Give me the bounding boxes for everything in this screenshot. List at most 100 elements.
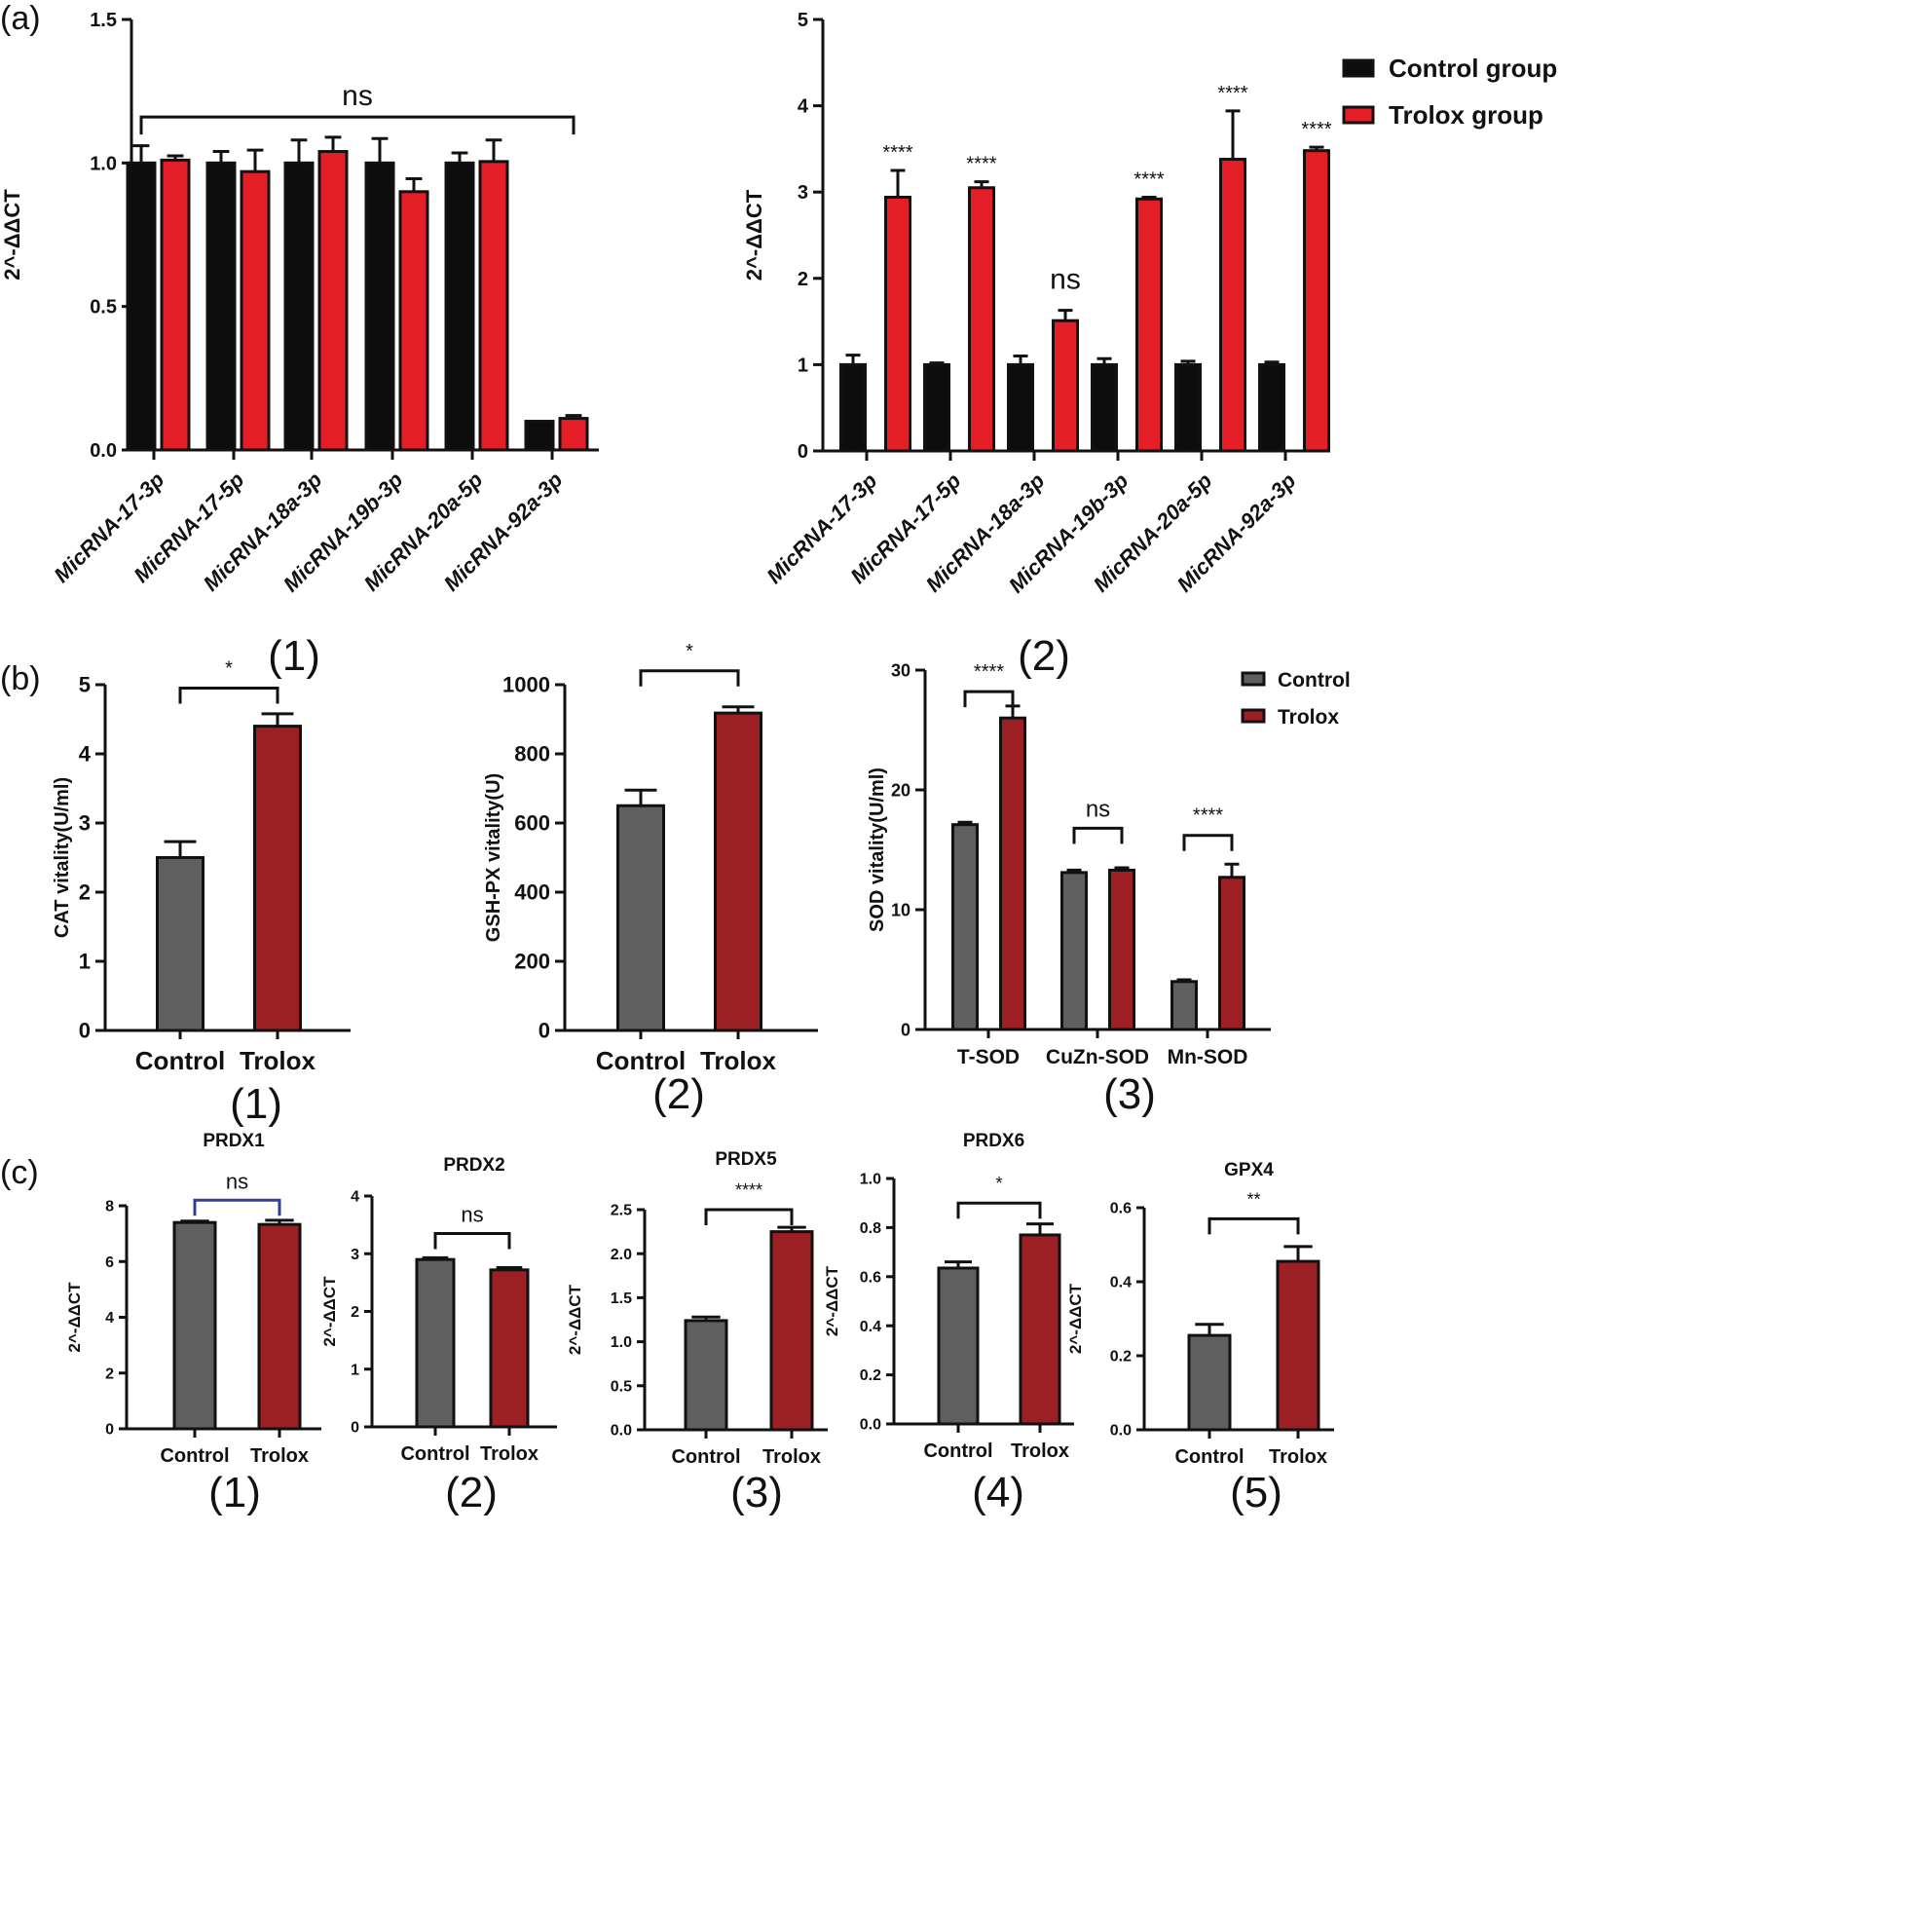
chart-c1-bar-trolox <box>257 1222 302 1431</box>
chart-b2-x-label: Control <box>596 1046 686 1075</box>
chart-c1-x-label: Trolox <box>250 1445 309 1467</box>
legend-a-swatch-trolox <box>1342 105 1375 125</box>
chart-b3-x-label: CuZn-SOD <box>1046 1046 1149 1068</box>
chart-b3-y-tick-label: 0 <box>901 1020 910 1039</box>
chart-c2-y-tick-label: 4 <box>351 1189 359 1206</box>
legend-b-label-control: Control <box>1278 669 1351 692</box>
caption-c5: (5) <box>1230 1469 1282 1516</box>
chart-c2-y-tick-label: 0 <box>351 1420 359 1437</box>
chart-c4-error-bar <box>945 1260 972 1268</box>
chart-b3-x-label: Mn-SOD <box>1168 1046 1248 1068</box>
chart-c1-y-tick-label: 6 <box>105 1254 114 1271</box>
chart-b1-significance-bracket <box>178 687 279 704</box>
chart-c1-error-bar <box>265 1218 294 1225</box>
chart-c3-y-tick-label: 1.0 <box>611 1334 632 1351</box>
chart-c3-y-tick-label: 1.5 <box>611 1291 632 1307</box>
chart-c5-bar-control <box>1187 1333 1232 1432</box>
chart-a2-error-bar <box>1225 109 1241 160</box>
chart-c1-y-tick-label: 4 <box>105 1310 114 1327</box>
chart-a1-bar-control <box>364 161 395 452</box>
chart-c2-title: PRDX2 <box>443 1155 504 1176</box>
chart-c2-error-bar <box>496 1265 523 1270</box>
chart-a1-bar-control <box>444 161 475 452</box>
chart-a1-y-tick-label: 1.0 <box>90 153 117 174</box>
chart-b2-y-tick-label: 600 <box>514 811 550 836</box>
chart-c4-bar-trolox <box>1019 1233 1061 1426</box>
chart-b1-error-bar <box>261 712 294 727</box>
chart-a2-error-bar <box>845 354 861 365</box>
chart-a2-significance: **** <box>1301 119 1331 140</box>
chart-b3-y-tick-label: 30 <box>891 660 910 680</box>
chart-b1-y-tick-label: 3 <box>79 811 91 836</box>
caption-b2: (2) <box>652 1070 705 1118</box>
chart-c1-y-axis-title: 2^-ΔΔCT <box>65 1282 84 1353</box>
legend-b-label-trolox: Trolox <box>1278 706 1339 729</box>
chart-a1-error-bar <box>246 148 264 172</box>
chart-c5-significance-label: ** <box>1246 1189 1260 1209</box>
chart-c3-error-bar <box>777 1225 806 1232</box>
chart-c2-bar-control <box>415 1257 456 1429</box>
chart-b1-y-axis-title: CAT vitality(U/ml) <box>52 777 73 938</box>
chart-a2-bar-trolox <box>1303 149 1330 453</box>
chart-b3-bar-control <box>951 823 979 1031</box>
legend-b-swatch-control <box>1241 671 1266 687</box>
chart-a2-y-axis-title: 2^-ΔΔCT <box>742 189 766 281</box>
chart-a1-error-bar <box>565 414 582 419</box>
chart-c4-y-tick-label: 0.4 <box>860 1319 881 1335</box>
chart-a1-error-bar <box>212 150 230 164</box>
chart-b3-significance-bracket <box>1072 826 1124 844</box>
legend-a-label-control: Control group <box>1389 54 1557 83</box>
chart-b3-error-bar <box>1066 868 1082 873</box>
chart-c2-x-label: Control <box>400 1443 469 1465</box>
chart-c5-bar-trolox <box>1276 1259 1320 1432</box>
chart-a1-y-axis-title: 2^-ΔΔCT <box>0 189 24 281</box>
panel-label-c: (c) <box>0 1154 39 1191</box>
chart-a2-error-bar <box>1013 355 1028 365</box>
chart-c5-y-tick-label: 0.0 <box>1110 1423 1132 1440</box>
chart-c1-title: PRDX1 <box>203 1131 265 1151</box>
chart-b3-bar-control <box>1060 871 1088 1031</box>
chart-c2-error-bar <box>422 1255 449 1260</box>
chart-a2-bar-trolox <box>1052 318 1079 453</box>
chart-c4-y-tick-label: 0.6 <box>860 1269 881 1286</box>
chart-a1-y-tick-label: 0.5 <box>90 297 117 318</box>
chart-b2-significance-bracket <box>639 669 740 687</box>
chart-a2-y-tick-label: 3 <box>798 182 808 204</box>
chart-a1-error-bar <box>132 144 150 164</box>
caption-c1: (1) <box>208 1469 261 1516</box>
chart-a1-y-tick-label: 0.0 <box>90 440 117 462</box>
chart-c3-title: PRDX5 <box>715 1149 777 1170</box>
chart-c4-significance-bracket <box>956 1201 1042 1219</box>
chart-a2-y-tick-label: 5 <box>798 10 808 31</box>
chart-b3-error-bar <box>1224 862 1240 878</box>
chart-b1-y-tick-label: 2 <box>79 880 91 905</box>
chart-a1-error-bar <box>290 138 308 164</box>
chart-a1-error-bar <box>485 138 502 162</box>
chart-b2-x-label: Trolox <box>700 1046 777 1075</box>
chart-a2-bar-trolox <box>884 196 911 453</box>
chart-a2-bar-trolox <box>968 186 995 453</box>
chart-c3-x-label: Trolox <box>762 1446 821 1468</box>
chart-b3-x-label: T-SOD <box>957 1046 1020 1068</box>
chart-a2-bar-control <box>1091 362 1118 453</box>
chart-a1-bar-trolox <box>398 190 429 452</box>
chart-b3-significance-bracket <box>963 690 1015 708</box>
chart-b3-bar-trolox <box>1108 868 1135 1031</box>
chart-a1-bar-trolox <box>478 160 509 452</box>
chart-a2-significance: **** <box>1133 169 1164 191</box>
chart-a2-significance: **** <box>966 154 996 175</box>
chart-a1-error-bar <box>324 135 342 152</box>
chart-a1-error-bar <box>371 136 389 164</box>
chart-c4-y-tick-label: 0.0 <box>860 1417 881 1434</box>
chart-b2-y-axis-title: GSH-PX vitality(U) <box>483 773 504 942</box>
chart-b1-error-bar <box>164 840 197 858</box>
chart-a2-bar-control <box>923 362 950 453</box>
chart-c3-bar-control <box>684 1319 728 1432</box>
chart-c4-x-label: Control <box>923 1440 992 1462</box>
caption-c3: (3) <box>730 1469 783 1516</box>
chart-b2-significance-label: * <box>686 641 693 662</box>
chart-b3-error-bar <box>957 820 973 825</box>
chart-c3-y-axis-title: 2^-ΔΔCT <box>566 1284 584 1355</box>
chart-a1-bar-control <box>205 161 237 452</box>
